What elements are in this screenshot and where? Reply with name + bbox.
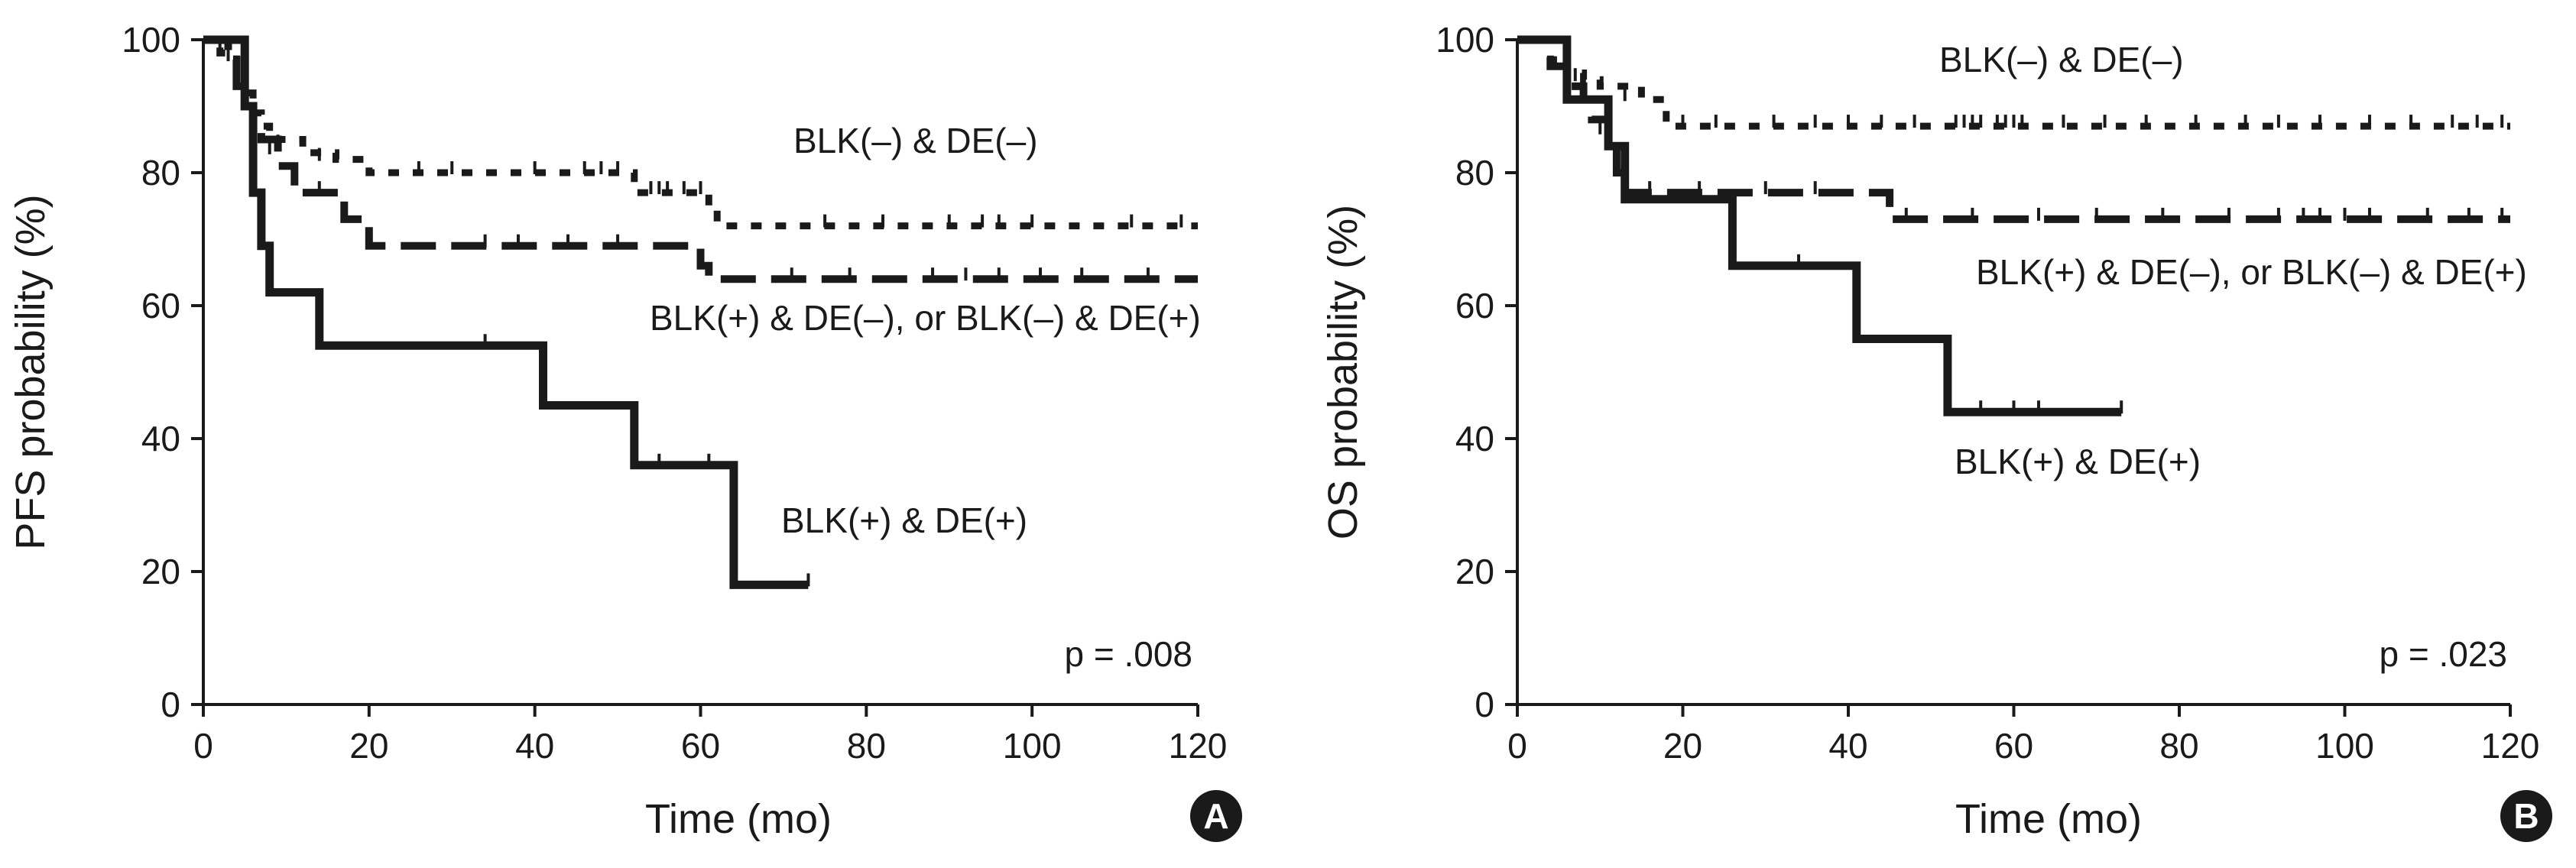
panel-a-y-tick-label: 100 <box>122 20 180 60</box>
panel-a-x-tick-label: 40 <box>515 726 554 766</box>
panel-a-series-dashed-line <box>203 36 1198 283</box>
panel-b-y-tick-label: 20 <box>1455 552 1494 591</box>
panel-a-x-tick-label: 0 <box>193 726 213 766</box>
panel-b-x-tick-label: 120 <box>2481 726 2540 766</box>
panel-a-series-dotted-line <box>203 36 1198 230</box>
panel-a-axes: 0 20 40 60 80 100 120 0 20 40 60 80 100 <box>122 20 1227 766</box>
panel-b-axes: 0 20 40 60 80 100 120 0 20 40 60 80 100 <box>1436 20 2539 766</box>
panel-b-x-tick-label: 60 <box>1994 726 2033 766</box>
panel-a-xlabel: Time (mo) <box>645 796 832 842</box>
panel-a-ylabel: PFS probability (%) <box>8 194 54 549</box>
panel-b-badge-letter: B <box>2513 796 2539 836</box>
panel-b-y-tick-label: 60 <box>1455 286 1494 326</box>
panel-a-y-tick-label: 60 <box>141 286 180 326</box>
panel-b-x-tick-label: 0 <box>1507 726 1527 766</box>
panel-a-label-mixed: BLK(+) & DE(–), or BLK(–) & DE(+) <box>650 298 1201 338</box>
panel-b-y-tick-label: 80 <box>1455 153 1494 193</box>
panel-b-y-tick-label: 0 <box>1475 685 1494 724</box>
panel-a-badge-letter: A <box>1203 796 1228 836</box>
panel-a-x-tick-label: 120 <box>1169 726 1228 766</box>
panel-b-xlabel: Time (mo) <box>1955 796 2142 842</box>
panel-b-y-tick-label: 100 <box>1436 20 1494 60</box>
panel-b-x-tick-label: 40 <box>1828 726 1867 766</box>
panel-a-y-tick-label: 80 <box>141 153 180 193</box>
panel-b-x-tick-label: 100 <box>2315 726 2374 766</box>
panel-a-x-tick-label: 20 <box>349 726 388 766</box>
panel-a-label-blk-neg-de-neg: BLK(–) & DE(–) <box>793 121 1038 160</box>
panel-a-badge: A <box>1190 790 1242 842</box>
panel-a-badge-circle <box>1190 790 1242 842</box>
panel-a-x-tick-label: 60 <box>681 726 720 766</box>
panel-b-badge: B <box>2500 790 2552 842</box>
panel-b-y-tick-label: 40 <box>1455 419 1494 458</box>
panel-b-ylabel: OS probability (%) <box>1320 205 1366 539</box>
panel-b-pvalue: p = .023 <box>2379 634 2507 674</box>
panel-a-y-tick-label: 40 <box>141 419 180 458</box>
panel-b-badge-circle <box>2500 790 2552 842</box>
panel-a-label-blk-pos-de-pos: BLK(+) & DE(+) <box>781 500 1027 540</box>
panel-b-label-blk-pos-de-pos: BLK(+) & DE(+) <box>1955 442 2201 481</box>
panel-a-x-tick-label: 100 <box>1003 726 1062 766</box>
panel-b: 0 20 40 60 80 100 120 0 20 40 60 80 100 OS probabili… <box>1320 20 2552 842</box>
panel-b-label-mixed: BLK(+) & DE(–), or BLK(–) & DE(+) <box>1976 252 2527 292</box>
panel-b-series-solid-line <box>1517 35 2122 416</box>
panel-a: 0 20 40 60 80 100 120 0 20 40 60 80 100 PFS probabil… <box>8 20 1242 842</box>
panel-b-label-blk-neg-de-neg: BLK(–) & DE(–) <box>1939 40 2184 79</box>
panel-a-pvalue: p = .008 <box>1064 634 1192 674</box>
panel-b-series <box>1517 35 2510 416</box>
panel-b-x-tick-label: 80 <box>2159 726 2198 766</box>
panel-a-y-tick-label: 0 <box>161 685 180 724</box>
panel-a-series-solid-line <box>203 35 809 589</box>
panel-a-x-tick-label: 80 <box>847 726 886 766</box>
panel-a-y-tick-label: 20 <box>141 552 180 591</box>
panel-a-series <box>203 35 1198 589</box>
panel-b-x-tick-label: 20 <box>1663 726 1702 766</box>
